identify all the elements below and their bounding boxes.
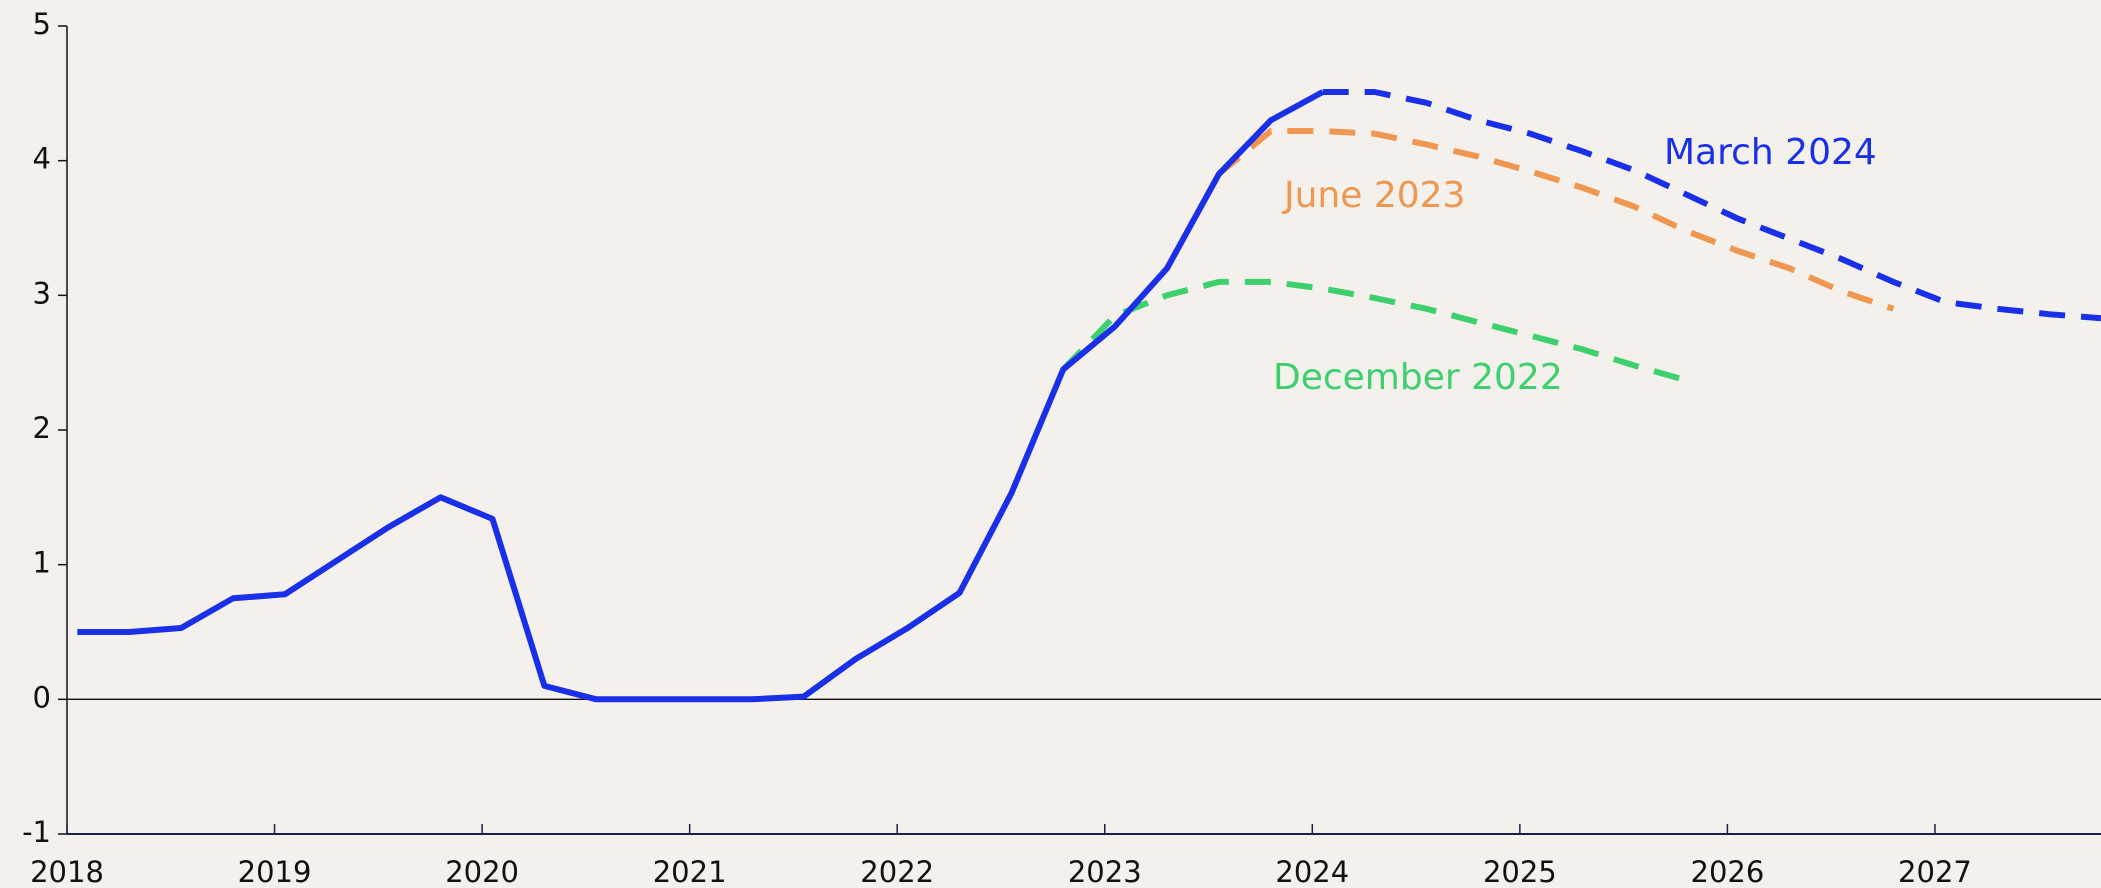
x-tick-label: 2027: [1898, 855, 1972, 888]
series-label: June 2023: [1282, 175, 1465, 216]
x-tick-label: 2021: [653, 855, 727, 888]
x-tick-label: 2018: [30, 855, 104, 888]
x-tick-label: 2026: [1691, 855, 1765, 888]
series-label: March 2024: [1664, 132, 1877, 173]
series-label: December 2022: [1273, 357, 1563, 398]
y-tick-label: -1: [22, 815, 51, 849]
series-line: [1322, 89, 2101, 322]
y-tick-label: 2: [33, 411, 51, 445]
y-tick-label: 4: [33, 142, 51, 176]
series-line: [77, 89, 1325, 703]
series-line: [1216, 128, 1895, 312]
x-tick-label: 2019: [238, 855, 312, 888]
x-tick-label: 2022: [860, 855, 934, 888]
y-tick-label: 5: [33, 7, 51, 41]
y-tick-label: 1: [33, 546, 51, 580]
y-tick-label: 3: [33, 276, 51, 310]
series-line: [1061, 278, 1687, 384]
x-tick-label: 2025: [1483, 855, 1557, 888]
x-tick-label: 2023: [1068, 855, 1142, 888]
x-tick-label: 2024: [1275, 855, 1349, 888]
x-tick-label: 2020: [445, 855, 519, 888]
y-tick-label: 0: [33, 680, 51, 714]
